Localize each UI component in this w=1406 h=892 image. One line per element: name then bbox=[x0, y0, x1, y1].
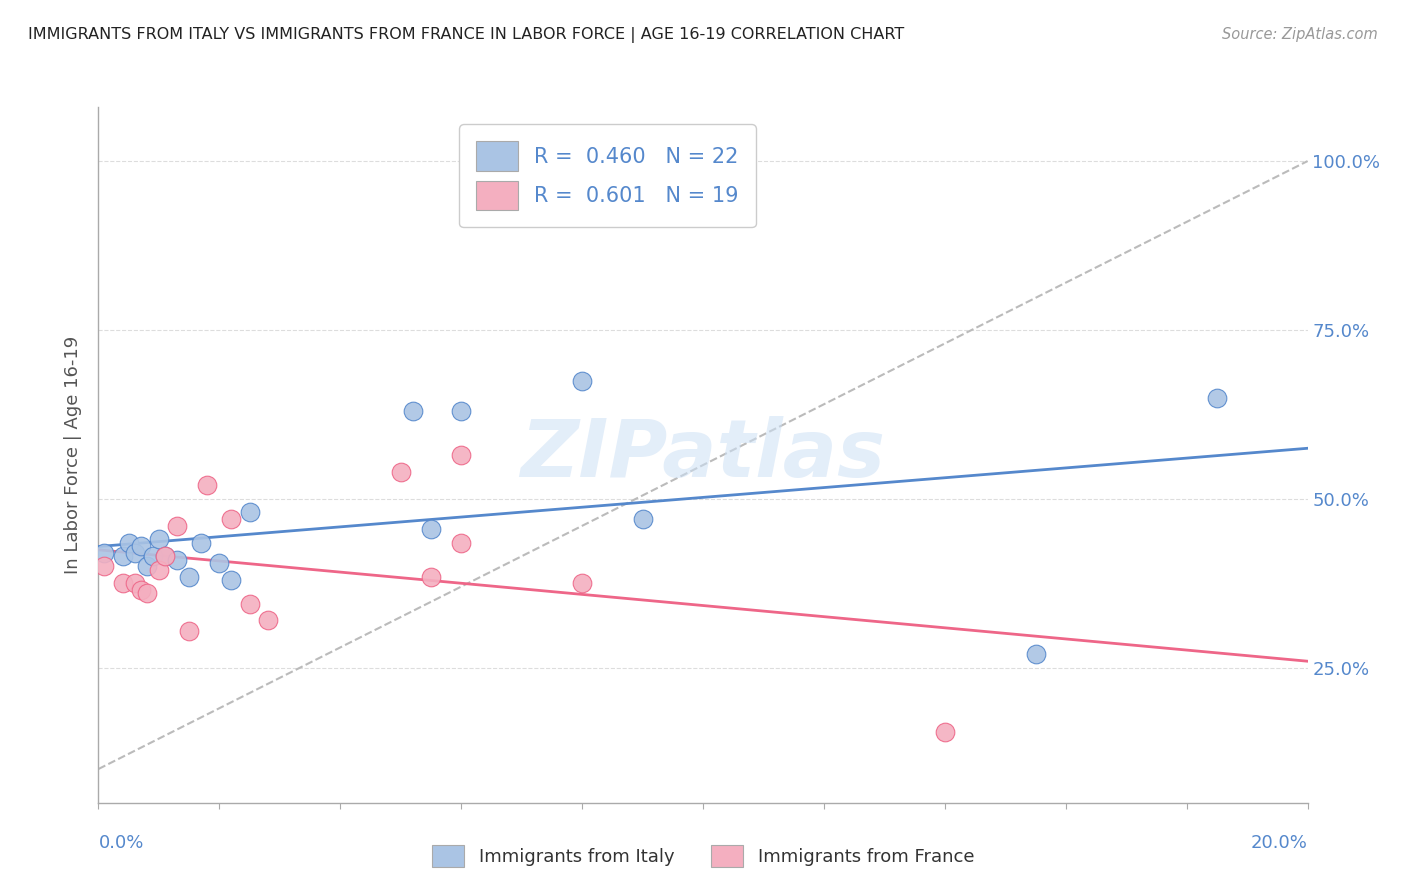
Point bbox=[124, 546, 146, 560]
Text: 0.0%: 0.0% bbox=[98, 834, 143, 852]
Point bbox=[179, 569, 201, 583]
Point bbox=[934, 724, 956, 739]
Point bbox=[450, 448, 472, 462]
Point bbox=[142, 549, 165, 564]
Text: 20.0%: 20.0% bbox=[1251, 834, 1308, 852]
Point bbox=[111, 576, 134, 591]
Point bbox=[129, 582, 152, 597]
Point bbox=[402, 404, 425, 418]
Point bbox=[571, 374, 593, 388]
Point bbox=[195, 478, 218, 492]
Point bbox=[450, 535, 472, 549]
Point bbox=[118, 535, 141, 549]
Point bbox=[111, 549, 134, 564]
Point bbox=[450, 404, 472, 418]
Point bbox=[389, 465, 412, 479]
Point bbox=[221, 573, 243, 587]
Point bbox=[93, 559, 115, 574]
Point bbox=[179, 624, 201, 638]
Point bbox=[631, 512, 654, 526]
Point bbox=[153, 549, 176, 564]
Point bbox=[148, 563, 170, 577]
Point bbox=[153, 549, 176, 564]
Point bbox=[1206, 391, 1229, 405]
Point bbox=[239, 505, 262, 519]
Point bbox=[166, 519, 188, 533]
Point bbox=[256, 614, 278, 628]
Y-axis label: In Labor Force | Age 16-19: In Labor Force | Age 16-19 bbox=[65, 335, 83, 574]
Point bbox=[239, 597, 262, 611]
Text: ZIPatlas: ZIPatlas bbox=[520, 416, 886, 494]
Point bbox=[221, 512, 243, 526]
Point bbox=[190, 535, 212, 549]
Point bbox=[208, 556, 231, 570]
Legend: R =  0.460   N = 22, R =  0.601   N = 19: R = 0.460 N = 22, R = 0.601 N = 19 bbox=[460, 124, 755, 227]
Text: IMMIGRANTS FROM ITALY VS IMMIGRANTS FROM FRANCE IN LABOR FORCE | AGE 16-19 CORRE: IMMIGRANTS FROM ITALY VS IMMIGRANTS FROM… bbox=[28, 27, 904, 43]
Point bbox=[420, 522, 443, 536]
Point bbox=[124, 576, 146, 591]
Point bbox=[1024, 647, 1046, 661]
Point bbox=[135, 559, 157, 574]
Legend: Immigrants from Italy, Immigrants from France: Immigrants from Italy, Immigrants from F… bbox=[425, 838, 981, 874]
Text: Source: ZipAtlas.com: Source: ZipAtlas.com bbox=[1222, 27, 1378, 42]
Point bbox=[420, 569, 443, 583]
Point bbox=[135, 586, 157, 600]
Point bbox=[148, 533, 170, 547]
Point bbox=[93, 546, 115, 560]
Point bbox=[129, 539, 152, 553]
Point bbox=[571, 576, 593, 591]
Point bbox=[166, 552, 188, 566]
